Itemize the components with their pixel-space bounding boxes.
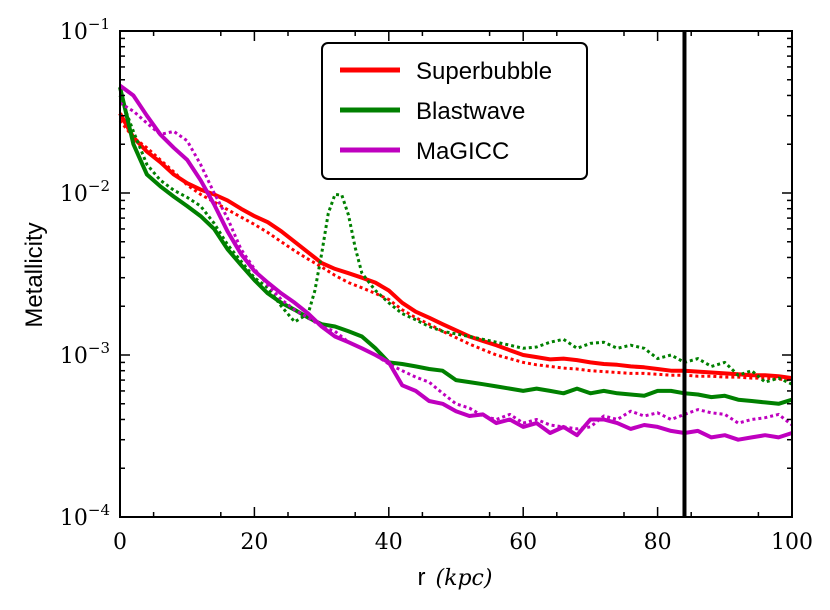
y-axis-label: Metallicity	[21, 222, 48, 327]
x-tick-label: 60	[509, 530, 537, 555]
series-line-blastwave-dotted	[118, 94, 793, 386]
x-tick-label: 80	[644, 530, 672, 555]
series-line-magicc-dotted	[119, 101, 793, 431]
plot-lines	[118, 83, 793, 442]
legend-label-blastwave: Blastwave	[416, 98, 525, 125]
legend: Superbubble Blastwave MaGICC	[321, 42, 588, 180]
series-line-magicc	[118, 83, 793, 442]
y-tick-label: 10−2	[60, 177, 110, 207]
x-axis-label-main: r	[418, 564, 426, 591]
x-tick-label: 100	[771, 530, 813, 555]
axis-ticks	[119, 30, 793, 518]
x-tick-label: 0	[113, 530, 127, 555]
y-tick-label: 10−4	[60, 501, 110, 531]
series-line-superbubble	[118, 112, 793, 381]
y-tick-label: 10−1	[60, 15, 110, 45]
x-axis-label: r (kpc)	[418, 564, 493, 591]
x-axis-label-unit: (kpc)	[436, 566, 493, 591]
x-tick-label: 20	[240, 530, 268, 555]
y-tick-label: 10−3	[60, 339, 110, 369]
legend-box	[321, 42, 588, 180]
axis-tick-labels: 0 20 40 60 80 100 10−4 10−3 10−2 10−1	[60, 15, 813, 555]
series-line-blastwave	[118, 86, 793, 406]
plot-frame	[119, 30, 793, 518]
legend-label-magicc: MaGICC	[416, 138, 509, 165]
series-line-superbubble-dotted	[118, 119, 793, 382]
legend-label-superbubble: Superbubble	[416, 58, 552, 85]
x-tick-label: 40	[375, 530, 403, 555]
